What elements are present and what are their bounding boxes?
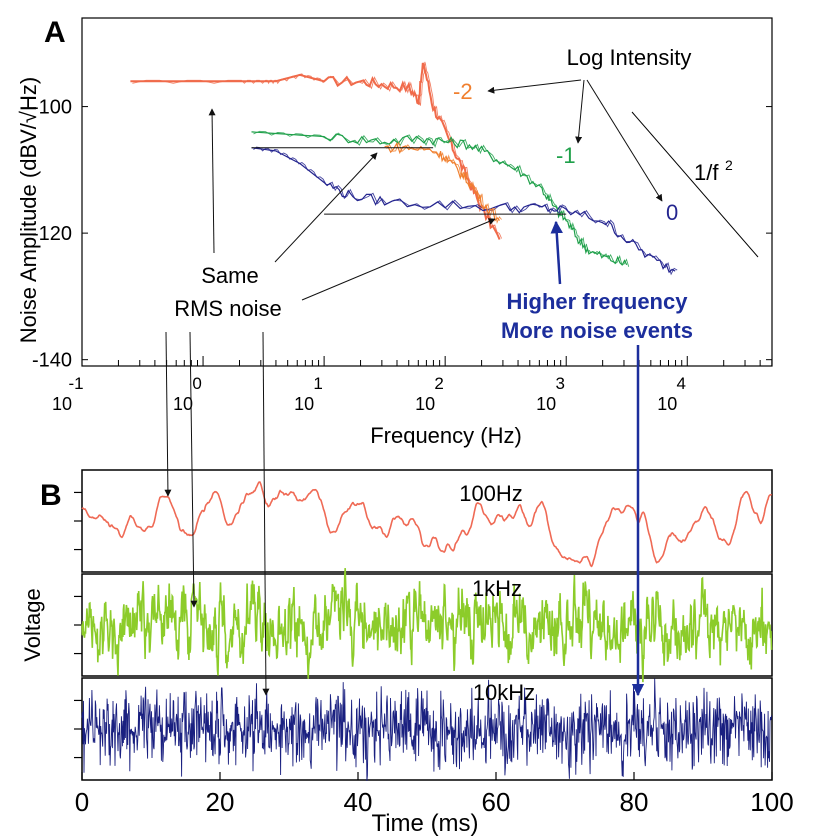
series-line-dup-3 — [386, 141, 502, 224]
panel-label-a: A — [44, 16, 66, 49]
log-intensity-title: Log Intensity — [567, 45, 692, 70]
traces-group-b — [81, 481, 773, 781]
y-tick-label-a: -120 — [32, 223, 72, 245]
x-axis-label-b: Time (ms) — [371, 810, 478, 837]
higher-frequency-text: Higher frequency — [507, 289, 689, 314]
y-tick-label-a: -100 — [32, 97, 72, 119]
y-axis-label-a: Noise Amplitude (dBV/√Hz) — [16, 77, 41, 343]
same-rms-line1: Same — [201, 263, 258, 288]
x-tick-base-a: 10 — [415, 394, 435, 414]
x-tick-label-b: 60 — [482, 787, 511, 817]
x-tick-label-b: 0 — [75, 787, 89, 817]
trace-1kHz — [81, 568, 773, 683]
label-minus-2: -2 — [453, 79, 473, 104]
x-tick-base-a: 10 — [173, 394, 193, 414]
x-tick-base-a: 10 — [657, 394, 677, 414]
x-tick-label-b: 20 — [206, 787, 235, 817]
series-line-0 — [130, 62, 501, 240]
y-axis-ticks-a: -100-120-140 — [32, 97, 772, 372]
x-axis-label-a: Frequency (Hz) — [370, 423, 522, 448]
trace-100Hz — [81, 481, 773, 568]
x-tick-label-b: 80 — [620, 787, 649, 817]
one-over-f-base: 1/f — [694, 160, 719, 185]
x-tick-base-a: 10 — [536, 394, 556, 414]
arrow-rms-to-10khz — [262, 331, 270, 696]
series-line-dup-0 — [132, 61, 503, 239]
series-line-dup-1 — [253, 130, 630, 267]
series-group-a — [130, 61, 678, 276]
same-rms-line2: RMS noise — [174, 296, 282, 321]
y-axis-label-b: Voltage — [20, 588, 45, 661]
one-over-f-squared: 1/f 2 — [631, 111, 759, 258]
slope-reference-line — [631, 111, 759, 258]
arrow-higher-frequency-up — [550, 220, 563, 285]
arrow-rms-to-100hz — [164, 331, 172, 497]
trace-label-1khz: 1kHz — [472, 576, 522, 601]
trace-label-100hz: 100Hz — [459, 481, 523, 506]
arrow-same-rms-to-minus-1 — [274, 152, 378, 263]
trace-label-10khz: 10kHz — [473, 680, 535, 705]
plot-frame-a — [81, 17, 773, 367]
arrow-to-minus-2 — [487, 79, 582, 94]
trace-frame-100hz — [81, 469, 773, 573]
series-line-dup-2 — [253, 146, 678, 276]
x-tick-label-b: 40 — [344, 787, 373, 817]
arrow-to-minus-1 — [575, 79, 585, 144]
more-noise-events-text: More noise events — [501, 318, 693, 343]
x-tick-exp-a: 3 — [555, 374, 564, 393]
x-tick-exp-a: -1 — [68, 374, 83, 393]
arrow-same-rms-to-zero — [301, 218, 496, 301]
x-tick-exp-a: 2 — [434, 374, 443, 393]
x-tick-exp-a: 0 — [192, 374, 201, 393]
x-tick-base-a: 10 — [294, 394, 314, 414]
voltage-ticks — [74, 491, 82, 759]
y-tick-label-a: -140 — [32, 350, 72, 372]
x-tick-exp-a: 1 — [313, 374, 322, 393]
arrow-rms-to-1khz — [189, 331, 198, 608]
arrow-same-rms-to-minus-2 — [208, 108, 216, 254]
one-over-f-exponent: 2 — [725, 157, 733, 173]
label-zero: 0 — [666, 200, 678, 225]
x-tick-base-a: 10 — [52, 394, 72, 414]
x-tick-exp-a: 4 — [677, 374, 686, 393]
x-axis-ticks-b: 0 20 40 60 80 100 — [75, 772, 794, 817]
label-minus-1: -1 — [556, 143, 576, 168]
x-tick-label-b: 100 — [750, 787, 793, 817]
trace-10kHz — [81, 678, 772, 781]
panel-label-b: B — [40, 479, 62, 512]
arrow-to-zero — [586, 79, 663, 202]
